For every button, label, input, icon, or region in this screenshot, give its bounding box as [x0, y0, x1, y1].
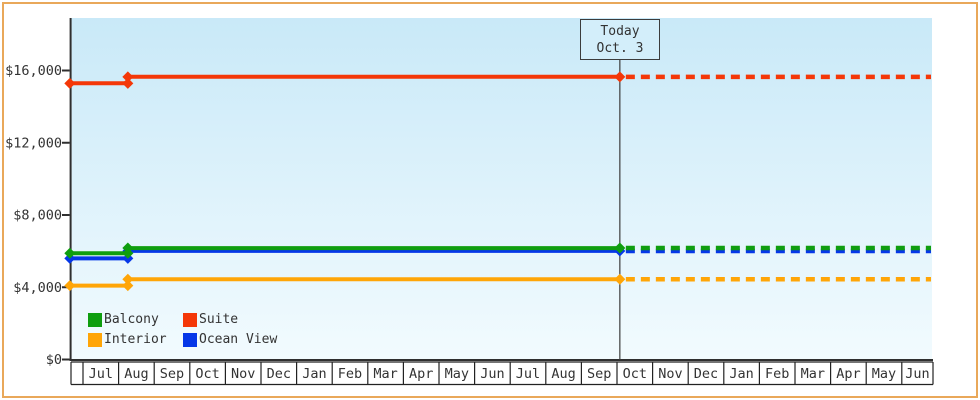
month-label-jan-6: Jan — [302, 366, 326, 382]
month-label-dec-5: Dec — [267, 366, 291, 382]
series-marker-interior — [614, 273, 626, 285]
y-tick-label: $8,000 — [13, 208, 62, 224]
month-label-aug-1: Aug — [124, 366, 148, 382]
month-label-may-22: May — [872, 366, 896, 382]
month-label-apr-9: Apr — [409, 366, 433, 382]
legend-swatch-icon — [88, 312, 102, 327]
legend-swatch-icon — [183, 312, 197, 327]
legend-label: Suite — [199, 311, 239, 327]
y-tick-label: $0 — [46, 352, 62, 368]
month-label-jun-23: Jun — [905, 366, 929, 382]
month-label-feb-19: Feb — [765, 366, 789, 382]
month-label-mar-20: Mar — [801, 366, 825, 382]
legend-label: Interior — [104, 331, 167, 347]
today-annotation-box: Today Oct. 3 — [580, 19, 660, 60]
today-annotation-line1: Today — [600, 23, 640, 39]
series-marker-suite — [614, 71, 626, 83]
series-marker-balcony — [614, 242, 626, 254]
month-label-may-10: May — [445, 366, 469, 382]
y-tick-label: $12,000 — [5, 135, 62, 151]
legend-label: Balcony — [104, 311, 159, 327]
y-tick-label: $4,000 — [13, 280, 62, 296]
month-label-mar-8: Mar — [373, 366, 397, 382]
series-marker-interior — [122, 280, 134, 292]
series-marker-suite — [64, 77, 76, 89]
series-marker-suite — [122, 77, 134, 89]
plot-area — [71, 18, 933, 360]
month-label-apr-21: Apr — [836, 366, 860, 382]
y-tick-label: $16,000 — [5, 63, 62, 79]
month-label-sep-14: Sep — [587, 366, 611, 382]
series-marker-balcony — [122, 242, 134, 254]
legend-item-balcony: Balcony — [88, 312, 183, 327]
legend-swatch-icon — [88, 332, 102, 347]
month-label-jun-11: Jun — [480, 366, 504, 382]
month-label-oct-3: Oct — [195, 366, 219, 382]
today-annotation-line2: Oct. 3 — [596, 40, 644, 56]
series-marker-balcony — [64, 247, 76, 259]
month-label-aug-13: Aug — [551, 366, 575, 382]
month-label-nov-4: Nov — [231, 366, 255, 382]
legend: Balcony Suite Interior Ocean View — [88, 312, 277, 347]
series-marker-interior — [122, 273, 134, 285]
legend-item-ocean-view: Ocean View — [183, 332, 277, 347]
legend-swatch-icon — [183, 332, 197, 347]
month-label-dec-17: Dec — [694, 366, 718, 382]
legend-label: Ocean View — [199, 331, 278, 347]
month-label-oct-15: Oct — [623, 366, 647, 382]
month-label-nov-16: Nov — [658, 366, 682, 382]
legend-item-interior: Interior — [88, 332, 183, 347]
legend-item-suite: Suite — [183, 312, 277, 327]
month-label-feb-7: Feb — [338, 366, 362, 382]
series-marker-interior — [64, 280, 76, 292]
month-label-jul-12: Jul — [516, 366, 540, 382]
month-label-jan-18: Jan — [729, 366, 753, 382]
month-label-jul-0: Jul — [89, 366, 113, 382]
month-label-sep-2: Sep — [160, 366, 184, 382]
series-marker-suite — [122, 71, 134, 83]
